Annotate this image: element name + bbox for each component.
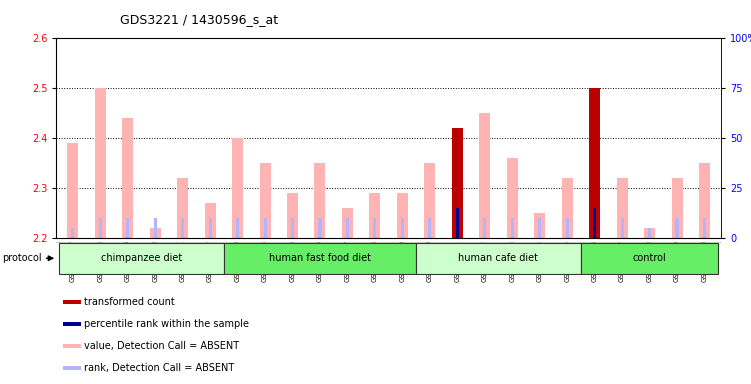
Bar — [369, 193, 381, 238]
Bar — [424, 163, 436, 238]
Bar — [149, 228, 161, 238]
Bar — [63, 300, 81, 305]
Bar — [224, 243, 416, 274]
Bar — [68, 143, 78, 238]
Bar — [428, 218, 431, 238]
Text: rank, Detection Call = ABSENT: rank, Detection Call = ABSENT — [84, 363, 234, 373]
Bar — [581, 243, 718, 274]
Bar — [59, 243, 224, 274]
Bar — [703, 218, 706, 238]
Bar — [699, 163, 710, 238]
Bar — [483, 218, 487, 238]
Bar — [479, 113, 490, 238]
Bar — [98, 218, 102, 238]
Bar — [63, 322, 81, 326]
Bar — [260, 163, 270, 238]
Bar — [315, 163, 325, 238]
Bar — [291, 218, 294, 238]
Bar — [209, 218, 212, 238]
Bar — [232, 138, 243, 238]
Text: protocol: protocol — [2, 253, 42, 263]
Bar — [416, 243, 581, 274]
Bar — [593, 208, 596, 238]
Bar — [154, 218, 157, 238]
Bar — [511, 218, 514, 238]
Bar — [648, 228, 651, 238]
Bar — [507, 158, 517, 238]
Bar — [671, 178, 683, 238]
Bar — [562, 178, 573, 238]
Text: human fast food diet: human fast food diet — [269, 253, 371, 263]
Bar — [397, 193, 408, 238]
Bar — [63, 344, 81, 348]
Bar — [589, 88, 600, 238]
Bar — [373, 218, 376, 238]
Bar — [401, 218, 404, 238]
Bar — [346, 218, 349, 238]
Bar — [264, 218, 267, 238]
Bar — [644, 228, 655, 238]
Bar — [71, 228, 74, 238]
Bar — [534, 213, 545, 238]
Text: value, Detection Call = ABSENT: value, Detection Call = ABSENT — [84, 341, 240, 351]
Bar — [342, 208, 353, 238]
Bar — [620, 218, 623, 238]
Bar — [181, 218, 184, 238]
Text: GDS3221 / 1430596_s_at: GDS3221 / 1430596_s_at — [120, 13, 279, 26]
Text: control: control — [632, 253, 666, 263]
Text: percentile rank within the sample: percentile rank within the sample — [84, 319, 249, 329]
Bar — [63, 366, 81, 370]
Text: transformed count: transformed count — [84, 297, 175, 307]
Bar — [177, 178, 189, 238]
Bar — [318, 218, 321, 238]
Bar — [287, 193, 298, 238]
Bar — [95, 88, 106, 238]
Bar — [452, 128, 463, 238]
Bar — [122, 118, 133, 238]
Bar — [456, 208, 459, 238]
Bar — [675, 218, 679, 238]
Text: human cafe diet: human cafe diet — [459, 253, 538, 263]
Bar — [236, 218, 239, 238]
Bar — [566, 218, 569, 238]
Bar — [126, 218, 129, 238]
Bar — [617, 178, 628, 238]
Bar — [538, 218, 541, 238]
Bar — [204, 203, 216, 238]
Text: chimpanzee diet: chimpanzee diet — [101, 253, 182, 263]
